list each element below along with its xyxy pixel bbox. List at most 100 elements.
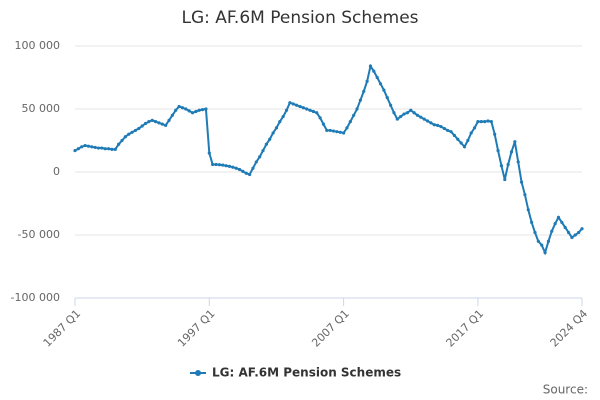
point — [365, 79, 369, 83]
point — [221, 163, 225, 167]
point — [530, 220, 534, 224]
point — [452, 133, 457, 138]
point — [325, 128, 329, 133]
point — [462, 145, 467, 149]
point — [200, 108, 205, 112]
point — [298, 104, 302, 109]
point — [466, 138, 470, 143]
point — [499, 164, 504, 168]
point — [123, 135, 127, 139]
point — [187, 109, 191, 113]
point — [352, 113, 356, 117]
point — [140, 124, 144, 128]
point — [211, 162, 215, 167]
point — [519, 180, 524, 184]
point — [234, 166, 238, 170]
y-tick-label: -50 000 — [18, 228, 60, 241]
point — [224, 164, 228, 168]
point — [120, 138, 124, 143]
point — [180, 106, 185, 110]
point — [496, 148, 500, 153]
point — [103, 147, 107, 151]
point — [331, 129, 336, 133]
point — [409, 108, 413, 112]
y-tick-label: 0 — [53, 165, 60, 178]
point — [382, 88, 386, 92]
x-tick-label: 2017 Q1 — [444, 307, 487, 350]
point — [73, 148, 77, 153]
point — [395, 117, 399, 121]
point — [550, 229, 554, 233]
point — [425, 119, 430, 123]
source: Source: — [543, 383, 588, 397]
x-tick-label: 1997 Q1 — [175, 307, 218, 350]
point — [536, 239, 540, 243]
point — [486, 119, 490, 123]
point — [170, 113, 174, 117]
point — [348, 120, 352, 124]
point — [556, 215, 561, 219]
point — [190, 111, 195, 115]
point — [573, 233, 577, 237]
point — [560, 220, 564, 224]
point — [110, 147, 114, 151]
point — [355, 107, 359, 111]
point — [503, 177, 507, 182]
point — [422, 117, 426, 121]
point — [546, 239, 551, 243]
point — [261, 148, 265, 153]
point — [204, 107, 208, 111]
point — [100, 146, 104, 150]
point — [197, 108, 201, 112]
point — [80, 145, 84, 149]
point — [264, 142, 268, 146]
point — [194, 109, 198, 114]
point — [291, 102, 295, 106]
point — [345, 126, 349, 130]
point — [432, 123, 436, 127]
point — [106, 147, 111, 151]
point — [76, 147, 80, 151]
point — [284, 108, 289, 112]
chart-title: LG: AF.6M Pension Schemes — [181, 8, 418, 28]
legend-marker — [195, 370, 201, 376]
point — [493, 132, 497, 136]
point — [217, 163, 221, 167]
point — [258, 155, 262, 159]
point — [150, 118, 154, 122]
point — [459, 141, 463, 145]
point — [563, 225, 567, 230]
y-tick-label: -100 000 — [11, 291, 60, 304]
point — [321, 122, 326, 126]
point — [469, 131, 473, 135]
point — [86, 144, 91, 148]
point — [274, 126, 279, 130]
point — [375, 75, 379, 80]
point — [402, 112, 406, 116]
point — [113, 147, 117, 151]
point — [96, 146, 101, 150]
point — [338, 130, 342, 134]
point — [540, 243, 544, 247]
point — [389, 103, 393, 107]
point — [513, 140, 517, 144]
point — [147, 120, 151, 124]
point — [543, 251, 547, 255]
point — [127, 132, 131, 136]
point — [244, 171, 248, 175]
point — [378, 82, 383, 86]
point — [311, 109, 315, 114]
y-tick-label: 50 000 — [22, 102, 61, 115]
point — [251, 166, 255, 170]
point — [117, 142, 121, 146]
point — [143, 121, 148, 126]
point — [271, 131, 275, 135]
point — [177, 104, 181, 109]
point — [328, 128, 332, 133]
point — [523, 193, 527, 197]
point — [489, 120, 493, 124]
point — [526, 208, 530, 212]
point — [93, 145, 97, 150]
point — [167, 118, 171, 122]
